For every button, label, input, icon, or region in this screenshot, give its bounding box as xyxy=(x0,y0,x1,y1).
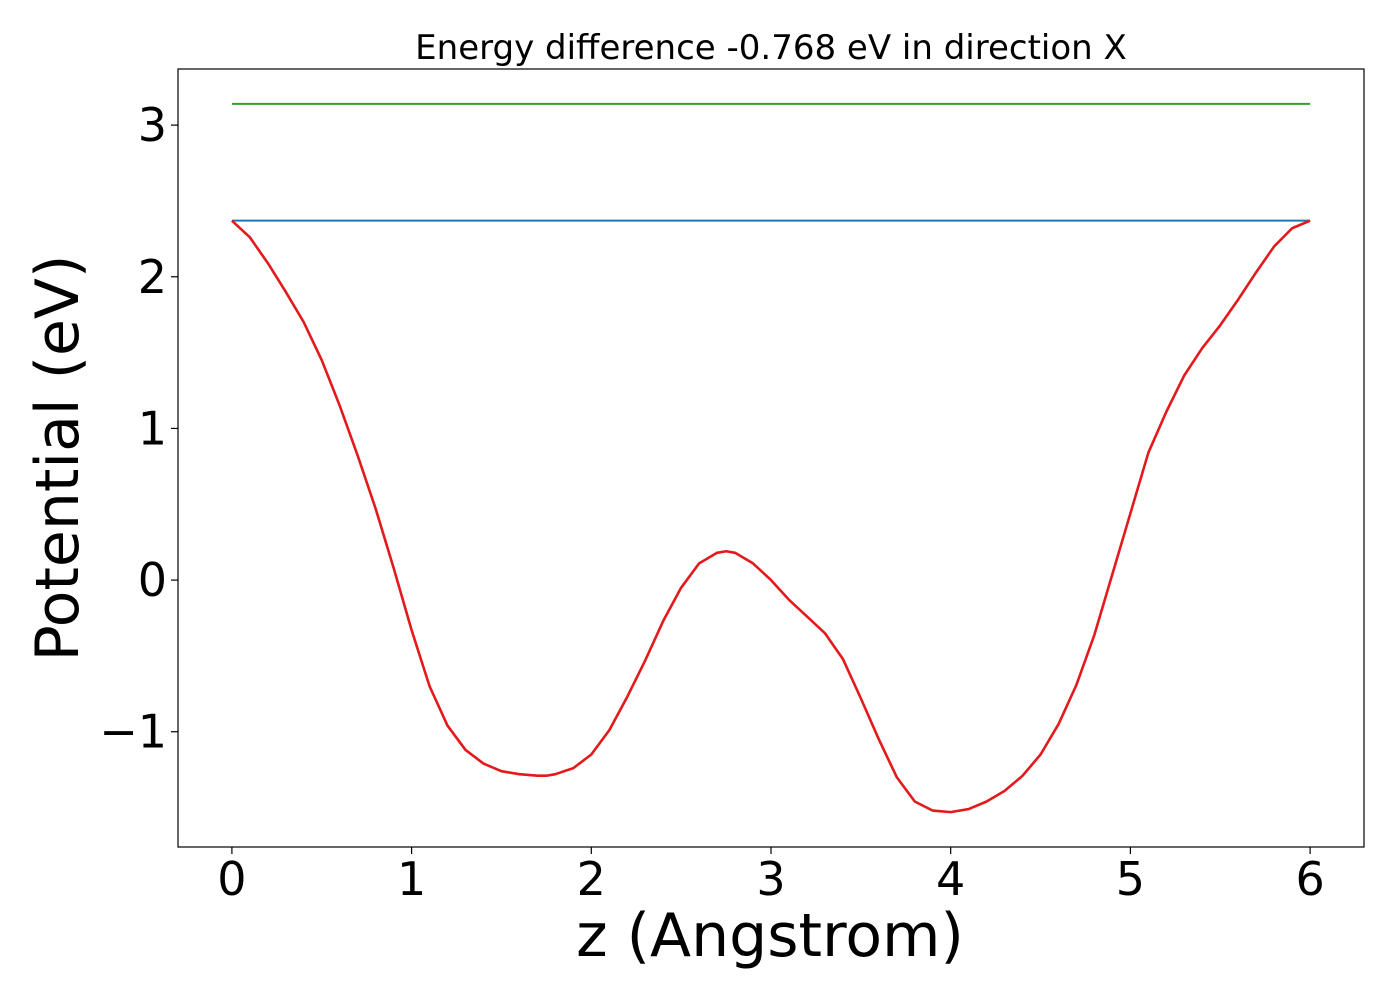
plot-frame xyxy=(177,68,1365,848)
y-tick-label: 0 xyxy=(138,553,167,607)
x-axis-ticks: 0 1 2 3 4 5 6 xyxy=(217,847,1325,906)
x-tick-label: 3 xyxy=(756,852,785,906)
x-tick-label: 6 xyxy=(1295,852,1324,906)
y-tick-label: −1 xyxy=(99,705,167,759)
x-axis-label: z (Angstrom) xyxy=(576,901,964,971)
series-potential-curve xyxy=(231,219,1311,814)
x-tick-label: 0 xyxy=(217,852,246,906)
x-tick-label: 4 xyxy=(936,852,965,906)
y-axis-label: Potential (eV) xyxy=(23,255,93,662)
series-layer xyxy=(231,102,1311,814)
x-tick-label: 2 xyxy=(577,852,606,906)
x-tick-label: 1 xyxy=(397,852,426,906)
x-tick-label: 5 xyxy=(1116,852,1145,906)
y-axis-ticks: −1 0 1 2 3 xyxy=(99,98,178,759)
y-tick-label: 1 xyxy=(138,401,167,455)
y-tick-label: 3 xyxy=(138,98,167,152)
chart-title: Energy difference -0.768 eV in direction… xyxy=(415,28,1127,68)
y-tick-label: 2 xyxy=(138,250,167,304)
